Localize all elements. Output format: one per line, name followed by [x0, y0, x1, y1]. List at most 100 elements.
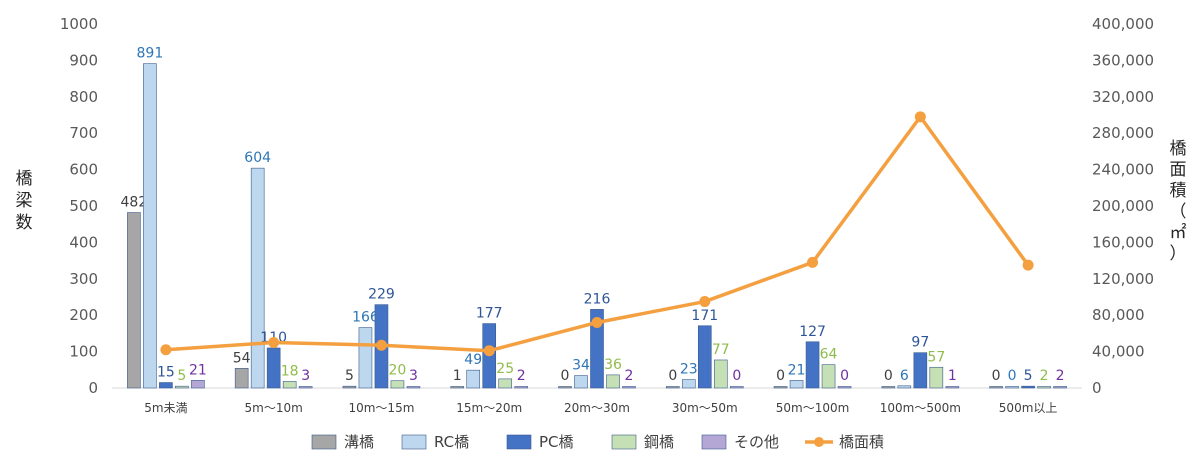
- data-label: 0: [884, 368, 893, 384]
- data-label: 127: [799, 324, 826, 340]
- data-label: 21: [189, 362, 207, 378]
- data-label: 0: [776, 368, 785, 384]
- legend-swatch: [401, 434, 427, 450]
- data-label: 216: [584, 291, 611, 307]
- bar-その他: [191, 380, 205, 389]
- legend-line-marker: [814, 437, 824, 447]
- y-left-tick-label: 500: [69, 197, 98, 215]
- category-label: 20m～30m: [564, 401, 630, 415]
- bar-鋼橋: [606, 374, 620, 389]
- data-label: 6: [900, 368, 909, 384]
- category-label: 500m以上: [999, 401, 1058, 415]
- category-label: 50m～100m: [776, 401, 850, 415]
- bar-PC橋: [266, 347, 281, 389]
- line-point: [807, 256, 819, 268]
- bar-溝橋: [127, 212, 141, 389]
- legend-item-label: 橋面積: [839, 433, 884, 451]
- bar-その他: [837, 386, 852, 389]
- bar-その他: [1053, 386, 1067, 389]
- data-label: 166: [352, 310, 379, 326]
- y-left-tick-label: 900: [69, 51, 98, 69]
- data-label: 1: [453, 368, 462, 384]
- legend-item-label: PC橋: [539, 433, 574, 451]
- data-label: 171: [691, 308, 718, 324]
- bar-その他: [945, 386, 960, 389]
- data-label: 34: [572, 358, 590, 374]
- y-right-tick-label: 120,000: [1092, 270, 1154, 288]
- legend-swatch: [506, 434, 532, 450]
- data-label: 97: [911, 335, 929, 351]
- bar-PC橋: [590, 309, 604, 389]
- data-label: 0: [668, 368, 677, 384]
- bar-その他: [406, 386, 421, 389]
- legend-swatch: [701, 434, 727, 450]
- line-point: [268, 337, 280, 348]
- bar-鋼橋: [1037, 386, 1051, 389]
- bar-RC橋: [1005, 386, 1019, 389]
- data-label: 0: [840, 368, 849, 384]
- data-label: 3: [301, 368, 310, 384]
- legend-item-label: 溝橋: [344, 433, 374, 451]
- y-right-tick-label: 160,000: [1092, 233, 1154, 251]
- data-label: 54: [233, 350, 251, 366]
- data-label: 77: [712, 342, 730, 358]
- y-right-tick-label: 360,000: [1092, 51, 1154, 69]
- data-label: 1: [948, 368, 957, 384]
- y-left-tick-label: 1000: [60, 15, 98, 33]
- bar-溝橋: [342, 385, 357, 389]
- bar-RC橋: [143, 63, 157, 389]
- y-right-tick-label: 0: [1092, 379, 1102, 397]
- category-label: 30m～50m: [672, 401, 738, 415]
- bar-鋼橋: [390, 380, 405, 389]
- bar-PC橋: [805, 341, 820, 389]
- bar-鋼橋: [282, 381, 297, 389]
- line-point: [699, 296, 711, 308]
- bar-RC橋: [681, 379, 696, 389]
- data-label: 482: [121, 195, 148, 211]
- bar-溝橋: [234, 368, 249, 389]
- y-right-axis-title: 橋面積（㎡）: [1170, 139, 1187, 264]
- data-label: 2: [1056, 368, 1065, 384]
- data-label: 15: [157, 365, 175, 381]
- line-point: [160, 344, 172, 356]
- line-point: [1022, 259, 1034, 271]
- bar-鋼橋: [713, 359, 728, 389]
- bar-PC橋: [159, 382, 173, 389]
- y-left-tick-label: 100: [69, 343, 98, 361]
- data-label: 18: [281, 363, 299, 379]
- y-right-tick-label: 400,000: [1092, 15, 1154, 33]
- data-label: 5: [177, 368, 186, 384]
- data-label: 23: [680, 362, 698, 378]
- legend-item-label: 鋼橋: [644, 433, 674, 451]
- bar-溝橋: [881, 386, 896, 389]
- data-label: 3: [409, 368, 418, 384]
- data-label: 2: [1040, 368, 1049, 384]
- bar-その他: [622, 386, 636, 389]
- y-left-tick-label: 600: [69, 161, 98, 179]
- bar-RC橋: [466, 369, 481, 389]
- bar-RC橋: [789, 380, 804, 389]
- data-label: 2: [625, 368, 634, 384]
- data-label: 20: [389, 363, 407, 379]
- y-right-tick-label: 320,000: [1092, 88, 1154, 106]
- line-point: [483, 345, 495, 357]
- y-left-tick-label: 800: [69, 88, 98, 106]
- bar-鋼橋: [929, 366, 944, 389]
- data-label: 0: [992, 368, 1001, 384]
- bar-RC橋: [574, 375, 588, 389]
- line-point: [375, 339, 387, 351]
- data-label: 0: [732, 368, 741, 384]
- data-label: 64: [820, 347, 838, 363]
- bar-その他: [514, 386, 529, 389]
- bar-RC橋: [358, 327, 373, 389]
- category-label: 5m～10m: [245, 401, 303, 415]
- bar-PC橋: [913, 352, 928, 389]
- bar-溝橋: [450, 386, 465, 389]
- data-label: 0: [561, 368, 570, 384]
- y-right-tick-label: 280,000: [1092, 124, 1154, 142]
- data-label: 229: [368, 287, 395, 303]
- bar-その他: [729, 386, 744, 389]
- legend-swatch: [311, 434, 337, 450]
